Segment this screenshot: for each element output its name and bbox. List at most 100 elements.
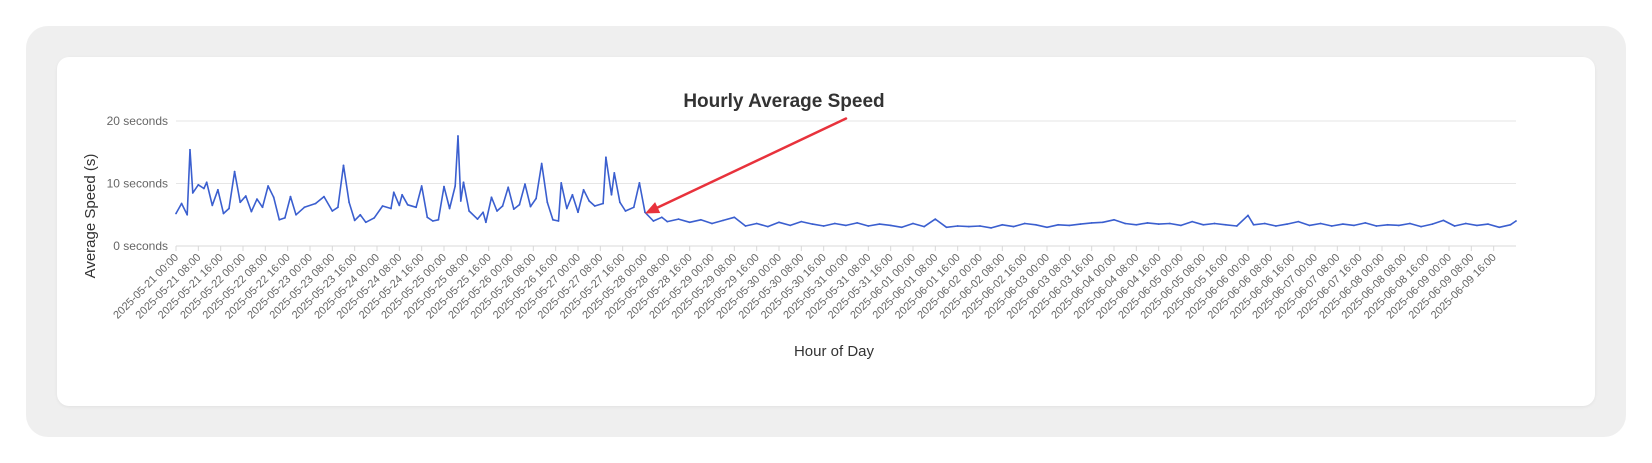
data-point — [722, 219, 725, 222]
data-point — [540, 162, 543, 165]
data-point — [250, 210, 253, 213]
data-point — [283, 216, 286, 219]
data-point — [1247, 214, 1249, 217]
y-tick-label: 10 seconds — [107, 177, 168, 191]
data-point — [789, 224, 792, 227]
data-point — [1113, 218, 1115, 221]
data-point — [415, 206, 417, 209]
data-point — [323, 195, 325, 198]
data-point — [912, 222, 914, 225]
data-point — [1364, 221, 1367, 224]
data-point — [512, 208, 515, 211]
data-point — [934, 218, 937, 221]
page-background: Hourly Average Speed Average Speed (s) H… — [26, 26, 1626, 437]
data-point — [278, 218, 281, 221]
data-point — [1146, 221, 1149, 224]
series-group — [175, 135, 1517, 229]
data-point — [811, 223, 814, 226]
chart-card: Hourly Average Speed Average Speed (s) H… — [57, 57, 1595, 406]
data-point — [189, 148, 191, 151]
y-axis-title: Average Speed (s) — [82, 154, 99, 279]
data-point — [524, 183, 526, 186]
data-point — [256, 198, 258, 201]
data-point — [923, 225, 926, 228]
data-point — [588, 200, 591, 202]
data-point — [364, 221, 367, 224]
data-point — [1319, 222, 1322, 225]
data-point — [1224, 223, 1227, 226]
data-point — [990, 226, 993, 229]
data-point — [632, 206, 635, 209]
data-point — [1509, 223, 1512, 226]
data-point — [459, 200, 462, 202]
data-point — [688, 221, 691, 224]
data-point — [610, 193, 613, 196]
data-point — [1464, 222, 1467, 225]
data-point — [353, 219, 356, 222]
data-point — [744, 225, 747, 227]
data-point — [1191, 220, 1194, 223]
data-point — [205, 181, 208, 184]
data-point — [660, 216, 663, 219]
data-point — [203, 187, 205, 190]
data-point — [1012, 225, 1015, 228]
data-point — [1275, 225, 1277, 227]
data-point — [1342, 223, 1344, 226]
data-point — [261, 206, 264, 209]
data-point — [496, 210, 498, 212]
data-point — [244, 195, 247, 197]
data-point — [1330, 225, 1333, 227]
data-point — [613, 171, 616, 174]
data-point — [337, 206, 339, 209]
data-point — [303, 206, 306, 209]
data-point — [867, 225, 870, 227]
data-point — [392, 191, 395, 194]
data-point — [175, 212, 177, 215]
data-point — [462, 181, 465, 184]
data-point — [437, 218, 440, 221]
annotation-arrow-shaft — [656, 117, 848, 209]
data-point — [507, 186, 510, 189]
data-point — [1252, 223, 1255, 226]
data-point — [381, 205, 384, 207]
data-point — [605, 156, 607, 159]
data-point — [1431, 223, 1434, 226]
data-point — [582, 188, 585, 191]
data-point — [211, 204, 214, 207]
data-point — [956, 225, 959, 227]
data-point — [331, 210, 334, 212]
data-point — [652, 220, 655, 222]
data-point — [535, 197, 538, 200]
data-point — [778, 221, 780, 224]
data-point — [593, 205, 596, 207]
data-point — [457, 135, 459, 137]
data-point — [228, 207, 230, 210]
chart-title: Hourly Average Speed — [683, 91, 884, 112]
data-point — [878, 223, 881, 226]
data-point — [1386, 223, 1389, 226]
data-point — [1057, 223, 1060, 226]
data-point — [577, 211, 579, 214]
data-point — [677, 218, 680, 221]
chart-svg: Hourly Average Speed Average Speed (s) H… — [82, 91, 1517, 360]
data-point — [1213, 222, 1216, 225]
data-point — [1034, 223, 1037, 226]
data-point — [1235, 225, 1238, 227]
data-point — [1375, 225, 1378, 227]
data-point — [443, 185, 445, 188]
data-point — [1515, 220, 1517, 222]
data-point — [482, 211, 484, 214]
data-point — [359, 213, 362, 216]
data-point — [1135, 223, 1138, 226]
data-point — [398, 204, 401, 207]
data-point — [490, 196, 493, 199]
data-point — [401, 193, 404, 196]
y-tick-label: 0 seconds — [113, 239, 168, 253]
y-tick-label: 20 seconds — [107, 114, 168, 128]
data-point — [766, 225, 769, 228]
data-point — [1297, 220, 1300, 223]
data-point — [800, 220, 803, 223]
data-point — [1308, 224, 1311, 227]
data-point — [1157, 223, 1160, 226]
